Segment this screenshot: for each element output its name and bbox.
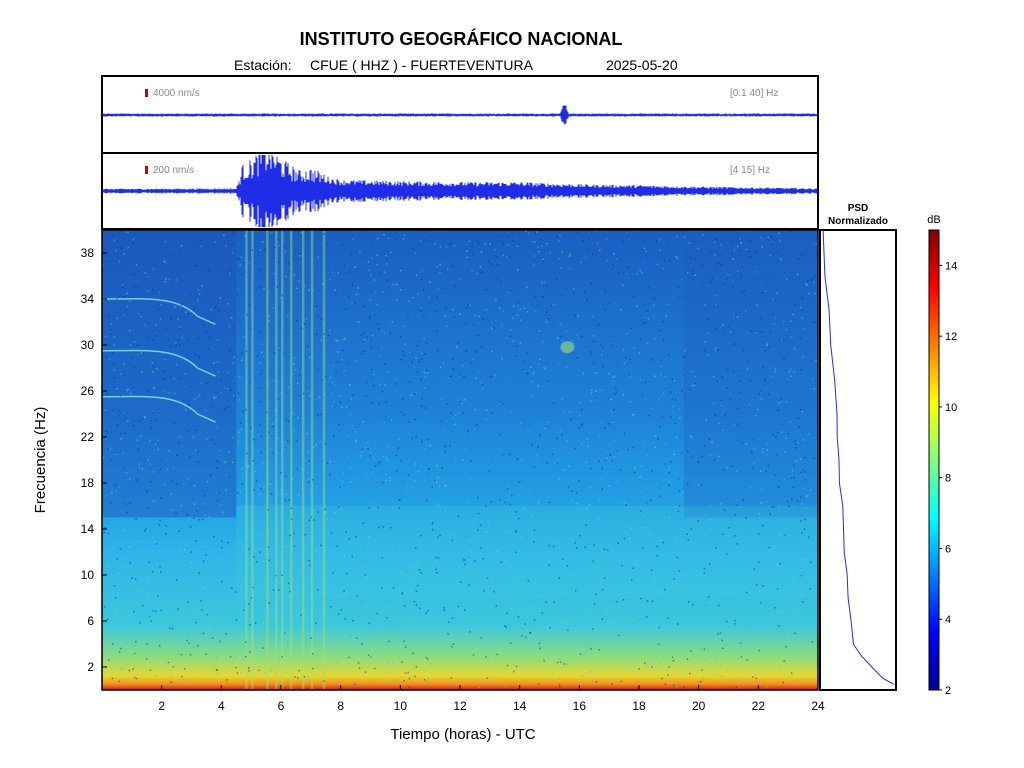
figure-title: INSTITUTO GEOGRÁFICO NACIONAL — [300, 28, 623, 49]
spectrogram-texture — [101, 230, 818, 690]
station-name: CFUE ( HHZ ) - FUERTEVENTURA — [310, 57, 534, 73]
waveform-panel-filtered: 200 nm/s [4 15] Hz — [101, 152, 819, 230]
psd-panel: PSD Normalizado — [819, 203, 897, 691]
colorbar-unit: dB — [927, 214, 940, 226]
amplitude-scale-label: 4000 nm/s — [153, 88, 200, 99]
amplitude-scale-marker — [145, 166, 148, 174]
colorbar-tick-label: 12 — [945, 331, 957, 343]
y-tick-label: 34 — [81, 292, 95, 306]
colorbar-tick-label: 2 — [945, 685, 951, 697]
psd-title-line1: PSD — [848, 203, 869, 214]
x-tick-label: 14 — [513, 699, 527, 713]
frequency-band-label: [0.1 40] Hz — [730, 88, 778, 99]
y-tick-label: 22 — [81, 430, 95, 444]
psd-title-line2: Normalizado — [828, 216, 888, 227]
colorbar: dB 2 4 6 8 10 12 14 — [927, 214, 957, 697]
x-tick-label: 20 — [692, 699, 706, 713]
y-tick-label: 10 — [81, 568, 95, 582]
colorbar-ticks: 2 4 6 8 10 12 14 — [939, 260, 957, 697]
y-tick-label: 6 — [87, 614, 94, 628]
x-tick-label: 18 — [632, 699, 646, 713]
x-tick-label: 24 — [811, 699, 825, 713]
x-axis-label: Tiempo (horas) - UTC — [390, 726, 535, 743]
frequency-band-label: [4 15] Hz — [730, 165, 770, 176]
x-axis-ticks: 2 4 6 8 10 12 14 16 18 20 22 24 — [158, 685, 825, 713]
x-tick-label: 12 — [453, 699, 467, 713]
station-label: Estación: — [234, 57, 292, 73]
psd-curve — [822, 229, 895, 685]
y-tick-label: 38 — [81, 246, 95, 260]
y-tick-label: 14 — [81, 522, 95, 536]
spectrogram-panel: 2 4 6 8 10 12 14 16 18 20 22 24 261014182226303438 … — [32, 229, 825, 743]
waveform-trace-filtered — [102, 155, 818, 227]
colorbar-tick-label: 14 — [945, 260, 957, 272]
y-axis-label: Frecuencia (Hz) — [32, 407, 49, 514]
colorbar-tick-label: 6 — [945, 543, 951, 555]
x-tick-label: 2 — [158, 699, 165, 713]
x-tick-label: 6 — [278, 699, 285, 713]
waveform-trace-broadband — [102, 105, 818, 125]
y-tick-label: 18 — [81, 476, 95, 490]
y-tick-label: 2 — [87, 660, 94, 674]
record-date: 2025-05-20 — [606, 57, 678, 73]
amplitude-scale-marker — [145, 89, 148, 97]
colorbar-tick-label: 4 — [945, 614, 951, 626]
colorbar-tick-label: 10 — [945, 402, 957, 414]
x-tick-label: 8 — [337, 699, 344, 713]
x-tick-label: 22 — [752, 699, 766, 713]
x-tick-label: 4 — [218, 699, 225, 713]
waveform-panel-broadband: 4000 nm/s [0.1 40] Hz — [101, 75, 819, 154]
amplitude-scale-label: 200 nm/s — [153, 165, 194, 176]
y-tick-label: 30 — [81, 338, 95, 352]
x-tick-label: 16 — [573, 699, 587, 713]
colorbar-tick-label: 8 — [945, 473, 951, 485]
y-tick-label: 26 — [81, 384, 95, 398]
x-tick-label: 10 — [394, 699, 408, 713]
spectrogram-background — [102, 230, 818, 690]
